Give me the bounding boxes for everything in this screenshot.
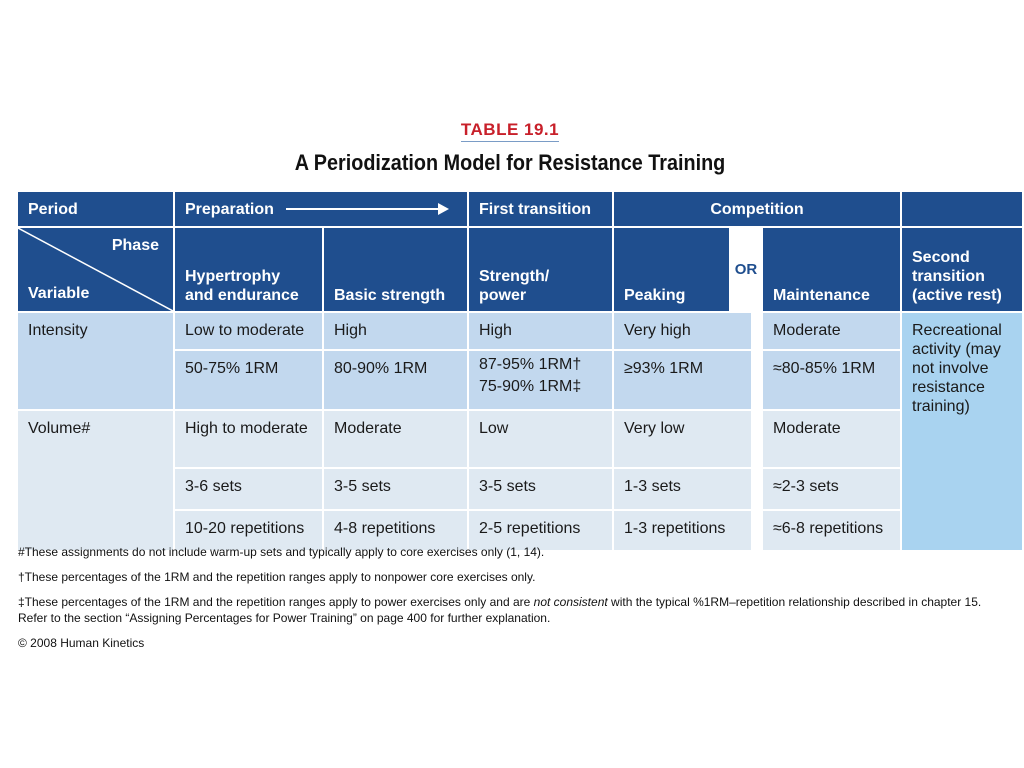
- footnote-nonpower: †These percentages of the 1RM and the re…: [18, 570, 536, 584]
- footnote-power-part2: with the typical %1RM–repetition relatio…: [18, 595, 982, 625]
- intensity-strength-power: High: [469, 313, 612, 349]
- hypertrophy-header: Hypertrophy and endurance: [175, 228, 322, 311]
- intensity-peaking: Very high: [614, 313, 751, 349]
- sets-maintenance: ≈2-3 sets: [763, 469, 900, 509]
- basic-strength-label: Basic strength: [334, 287, 446, 304]
- intensity-basic-strength: High: [324, 313, 467, 349]
- reps-basic-strength: 4-8 repetitions: [324, 511, 467, 550]
- peaking-header: Peaking: [614, 228, 729, 311]
- strength-power-header: Strength/ power: [469, 228, 612, 311]
- copyright: © 2008 Human Kinetics: [18, 636, 145, 650]
- volume-hypertrophy: High to moderate: [175, 411, 322, 467]
- intensity-label: Intensity: [18, 313, 173, 409]
- preparation-label: Preparation: [185, 200, 274, 218]
- maintenance-label: Maintenance: [773, 287, 870, 304]
- arrow-right-icon: [285, 203, 450, 215]
- or-label: OR: [731, 228, 761, 311]
- intensity-maintenance: Moderate: [763, 313, 900, 349]
- variable-label: Variable: [28, 285, 90, 302]
- rm-peaking: ≥93% 1RM: [614, 351, 751, 409]
- reps-maintenance: ≈6-8 repetitions: [763, 511, 900, 550]
- rm-hypertrophy: 50-75% 1RM: [175, 351, 322, 409]
- rm-basic-strength: 80-90% 1RM: [324, 351, 467, 409]
- second-transition-label: Second transition (active rest): [912, 249, 1002, 304]
- or-spacer-lower: [753, 411, 761, 550]
- diagonal-divider: [18, 228, 173, 311]
- table-title: A Periodization Model for Resistance Tra…: [294, 150, 726, 175]
- intensity-hypertrophy: Low to moderate: [175, 313, 322, 349]
- volume-peaking: Very low: [614, 411, 751, 467]
- footnote-power-part1: ‡These percentages of the 1RM and the re…: [18, 595, 534, 609]
- preparation-header: Preparation: [175, 192, 467, 226]
- sets-peaking: 1-3 sets: [614, 469, 751, 509]
- volume-strength-power: Low: [469, 411, 612, 467]
- rm-strength-power: 87-95% 1RM† 75-90% 1RM‡: [469, 351, 612, 409]
- volume-label: Volume#: [18, 411, 173, 550]
- sets-hypertrophy: 3-6 sets: [175, 469, 322, 509]
- or-spacer: [753, 313, 761, 409]
- phase-variable-corner: Phase Variable: [18, 228, 173, 311]
- rm-maintenance: ≈80-85% 1RM: [763, 351, 900, 409]
- periodization-table: Period Preparation First transition Comp…: [18, 192, 1022, 550]
- reps-hypertrophy: 10-20 repetitions: [175, 511, 322, 550]
- second-transition-cell: Recreational activity (may not involve r…: [902, 313, 1022, 550]
- strength-power-label: Strength/ power: [479, 268, 550, 304]
- period-header: Period: [18, 192, 173, 226]
- empty-header: [902, 192, 1022, 226]
- footnote-power: ‡These percentages of the 1RM and the re…: [18, 594, 1008, 626]
- maintenance-header: Maintenance: [763, 228, 900, 311]
- sets-basic-strength: 3-5 sets: [324, 469, 467, 509]
- reps-peaking: 1-3 repetitions: [614, 511, 751, 550]
- peaking-label: Peaking: [624, 287, 686, 304]
- first-transition-header: First transition: [469, 192, 612, 226]
- volume-basic-strength: Moderate: [324, 411, 467, 467]
- volume-maintenance: Moderate: [763, 411, 900, 467]
- reps-strength-power: 2-5 repetitions: [469, 511, 612, 550]
- second-transition-header: Second transition (active rest): [902, 228, 1022, 311]
- footnote-volume: #These assignments do not include warm-u…: [18, 545, 545, 559]
- rm-strength-power-nonpower: 87-95% 1RM†: [479, 356, 582, 373]
- phase-label: Phase: [111, 237, 159, 254]
- basic-strength-header: Basic strength: [324, 228, 467, 311]
- table-number-label: TABLE 19.1: [460, 120, 560, 142]
- competition-header: Competition: [614, 192, 900, 226]
- table-number: TABLE 19.1: [0, 120, 1020, 142]
- rm-strength-power-power: 75-90% 1RM‡: [479, 378, 582, 395]
- hypertrophy-label: Hypertrophy and endurance: [185, 268, 299, 304]
- footnotes: #These assignments do not include warm-u…: [18, 544, 1008, 660]
- footnote-power-emphasis: not consistent: [533, 595, 608, 609]
- sets-strength-power: 3-5 sets: [469, 469, 612, 509]
